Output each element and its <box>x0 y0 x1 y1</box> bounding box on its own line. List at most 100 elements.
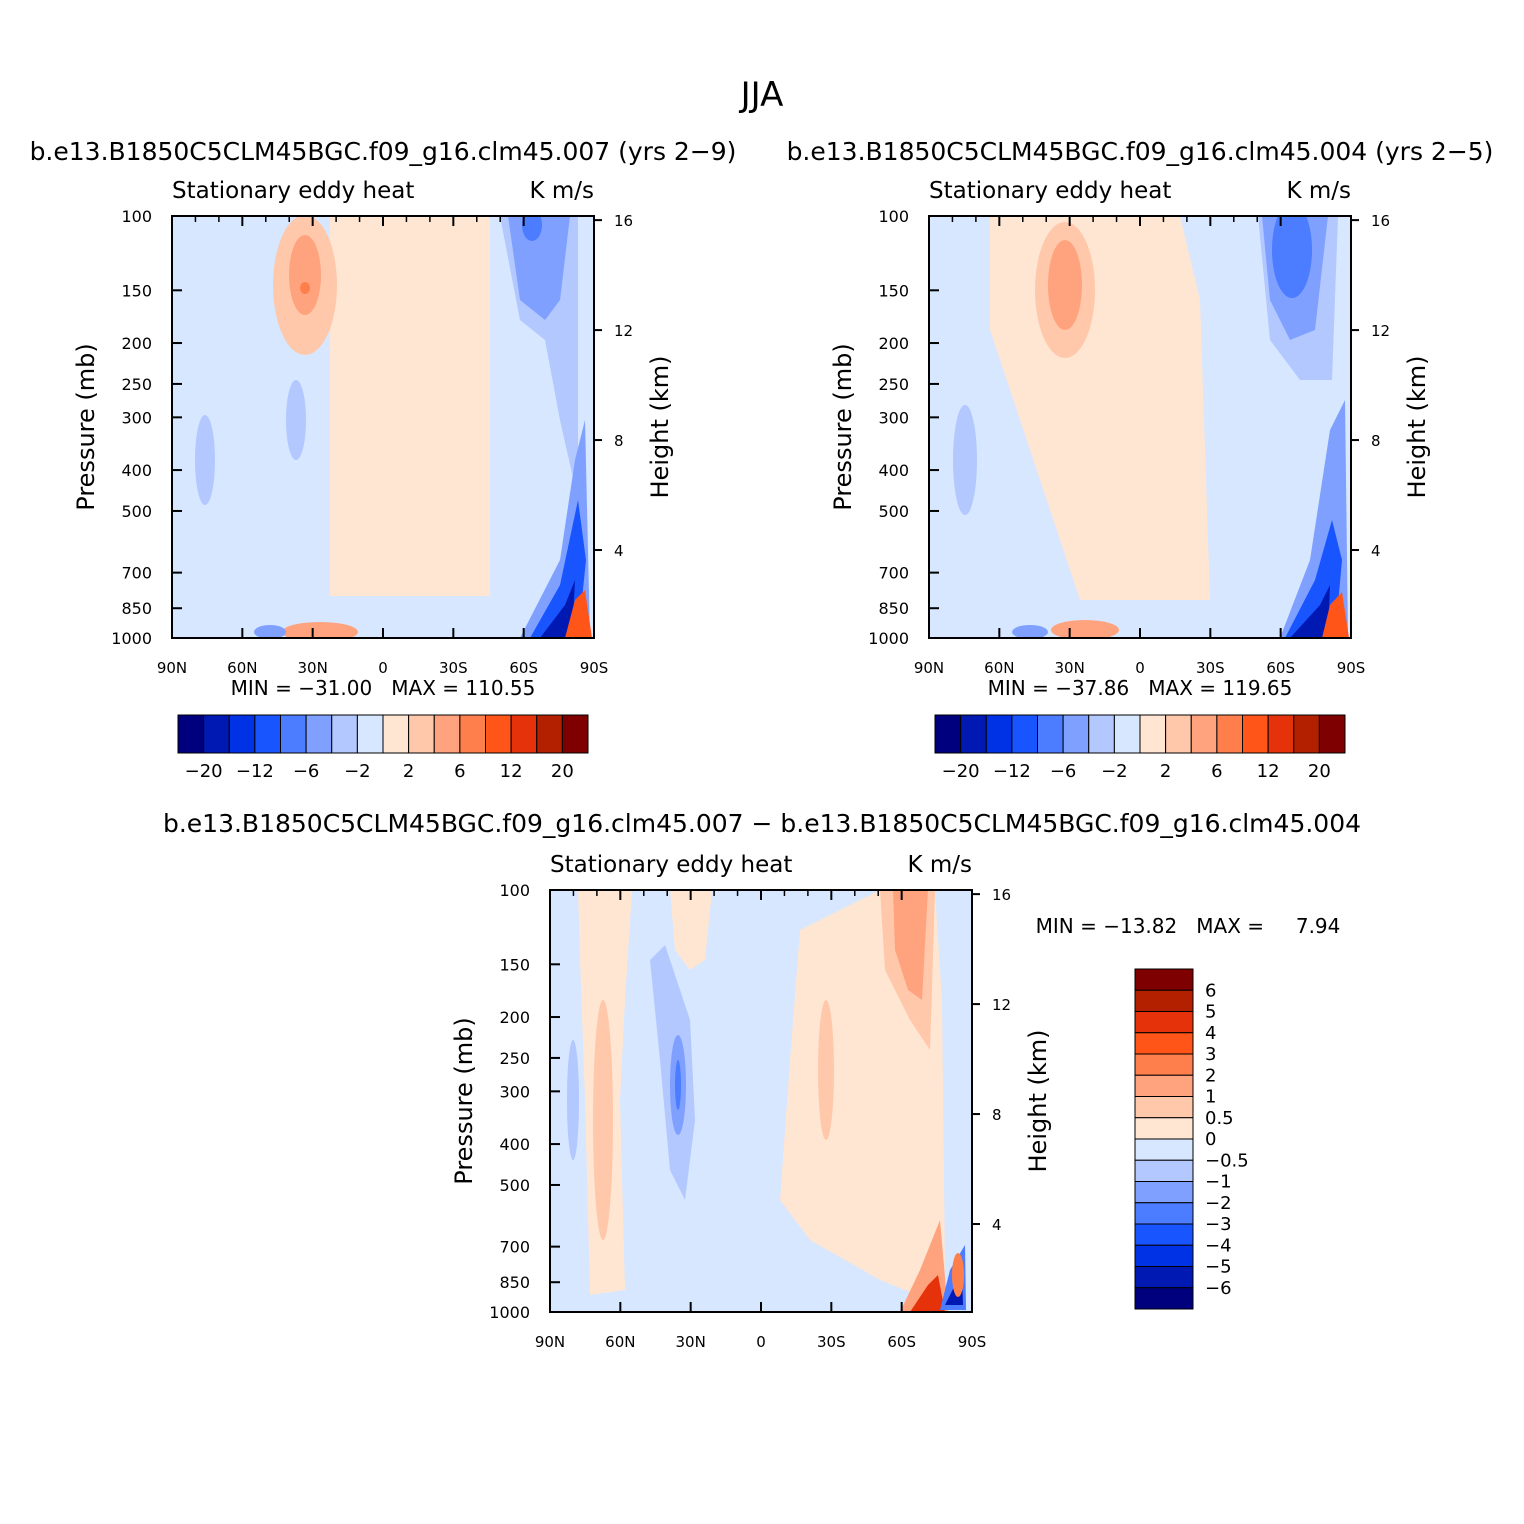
y-tick-label: 250 <box>121 375 152 394</box>
panel-2-sh-negative-core <box>1272 216 1312 298</box>
panel-1-nh-jet-core <box>289 235 321 315</box>
x-tick-label: 90N <box>914 659 944 677</box>
colorbar-box <box>1242 714 1269 754</box>
panel-1-sh-negative-mid <box>508 216 570 320</box>
y-tick-label: 500 <box>878 502 909 521</box>
colorbar-box <box>1134 1202 1194 1225</box>
y-tick-label: 700 <box>121 564 152 583</box>
y-tick-label: 1000 <box>489 1303 530 1322</box>
y-right-tick-label: 8 <box>614 432 624 450</box>
colorbar-label: −20 <box>185 761 223 782</box>
panel-3-stats: MIN = −13.82 MAX = 7.94 <box>1036 914 1341 938</box>
colorbar-box <box>408 714 435 754</box>
colorbar-label: −12 <box>993 761 1031 782</box>
panel-1: b.e13.B1850C5CLM45BGC.f09_g16.clm45.007 … <box>30 137 737 782</box>
panel-1-left-label: Stationary eddy heat <box>172 178 414 204</box>
panel-3-title: b.e13.B1850C5CLM45BGC.f09_g16.clm45.007 … <box>163 809 1361 838</box>
colorbar-box <box>1134 1223 1194 1246</box>
colorbar-box <box>1216 714 1243 754</box>
y-right-tick-label: 16 <box>992 886 1011 904</box>
colorbar-box <box>1062 714 1090 754</box>
colorbar-box <box>356 714 384 754</box>
colorbar-box <box>280 714 307 754</box>
colorbar-box <box>1037 714 1064 754</box>
x-tick-label: 30S <box>439 659 468 677</box>
panel-3-axes: 90N 60N 30N 0 30S 60S 90S 100 150 200 250 300 400 500… <box>489 881 1011 1351</box>
colorbar-box <box>1134 1074 1194 1097</box>
panel-1-surface-30n <box>282 622 358 638</box>
panel-1-colorbar: −20 −12 −6 −2 2 6 12 20 <box>177 714 589 782</box>
colorbar-label: 6 <box>1211 761 1222 782</box>
panel-1-nh-jet-max <box>300 282 310 294</box>
y-tick-label: 700 <box>878 564 909 583</box>
colorbar-box <box>459 714 486 754</box>
y-tick-label: 100 <box>121 207 152 226</box>
x-tick-label: 60N <box>605 1333 635 1351</box>
colorbar-label: −12 <box>236 761 274 782</box>
y-tick-label: 200 <box>499 1008 530 1027</box>
colorbar-label: 2 <box>403 761 414 782</box>
colorbar-box <box>1088 714 1115 754</box>
y-tick-label: 400 <box>878 461 909 480</box>
y-right-tick-label: 12 <box>992 996 1011 1014</box>
panel-3-negative-side <box>567 1040 579 1160</box>
y-tick-label: 200 <box>878 334 909 353</box>
colorbar-label: −3 <box>1205 1214 1232 1235</box>
x-tick-label: 90S <box>1337 659 1366 677</box>
colorbar-label: 20 <box>1308 761 1331 782</box>
panel-3-antarctic-red <box>910 1275 945 1312</box>
colorbar-box <box>1134 989 1194 1012</box>
colorbar-box <box>203 714 230 754</box>
colorbar-box <box>536 714 563 754</box>
x-tick-label: 30N <box>1055 659 1085 677</box>
y-tick-label: 1000 <box>868 629 909 648</box>
y-right-tick-label: 4 <box>614 542 624 560</box>
colorbar-label: 4 <box>1205 1023 1216 1044</box>
panel-2-field <box>929 216 1351 638</box>
colorbar-box <box>1134 1181 1194 1204</box>
y-tick-label: 850 <box>878 599 909 618</box>
x-tick-label: 90S <box>958 1333 987 1351</box>
x-tick-label: 30S <box>1196 659 1225 677</box>
panel-3-right-label: K m/s <box>907 852 972 878</box>
panel-1-field <box>172 216 594 638</box>
panel-3-polar-positive <box>952 1253 964 1297</box>
colorbar-box <box>934 714 962 754</box>
panel-3-ylabel-right: Height (km) <box>1024 1030 1052 1173</box>
colorbar-label: 5 <box>1205 1002 1216 1023</box>
y-right-tick-label: 12 <box>614 322 633 340</box>
colorbar-box <box>1134 1159 1194 1182</box>
x-tick-label: 0 <box>756 1333 766 1351</box>
x-tick-label: 0 <box>378 659 388 677</box>
panel-2-title: b.e13.B1850C5CLM45BGC.f09_g16.clm45.004 … <box>787 137 1494 166</box>
colorbar-box <box>1113 714 1141 754</box>
panel-3-sh-positive-core <box>893 890 928 1000</box>
colorbar-box <box>561 714 589 754</box>
y-tick-label: 150 <box>121 281 152 300</box>
colorbar-box <box>305 714 333 754</box>
colorbar-label: −1 <box>1205 1172 1232 1193</box>
y-tick-label: 850 <box>499 1273 530 1292</box>
panel-2-surface-30n <box>1051 620 1119 638</box>
colorbar-label: −2 <box>1101 761 1128 782</box>
colorbar-box <box>382 714 410 754</box>
colorbar-box <box>1318 714 1346 754</box>
colorbar-box <box>433 714 461 754</box>
panel-2-ylabel: Pressure (mb) <box>829 343 857 510</box>
colorbar-box <box>1134 1053 1194 1076</box>
colorbar-label: −6 <box>1205 1278 1232 1299</box>
y-right-tick-label: 8 <box>1371 432 1381 450</box>
colorbar-box <box>985 714 1013 754</box>
x-tick-label: 0 <box>1135 659 1145 677</box>
panel-1-stats: MIN = −31.00 MAX = 110.55 <box>231 676 536 700</box>
panel-1-negative-patch-b <box>286 380 306 460</box>
colorbar-box <box>1139 714 1167 754</box>
panel-3-negative-deep <box>675 1060 681 1110</box>
panel-1-positive-band <box>330 216 490 596</box>
colorbar-box <box>1134 1096 1194 1119</box>
y-tick-label: 150 <box>499 955 530 974</box>
panel-2-antarctic-core <box>1290 585 1330 638</box>
colorbar-box <box>228 714 256 754</box>
